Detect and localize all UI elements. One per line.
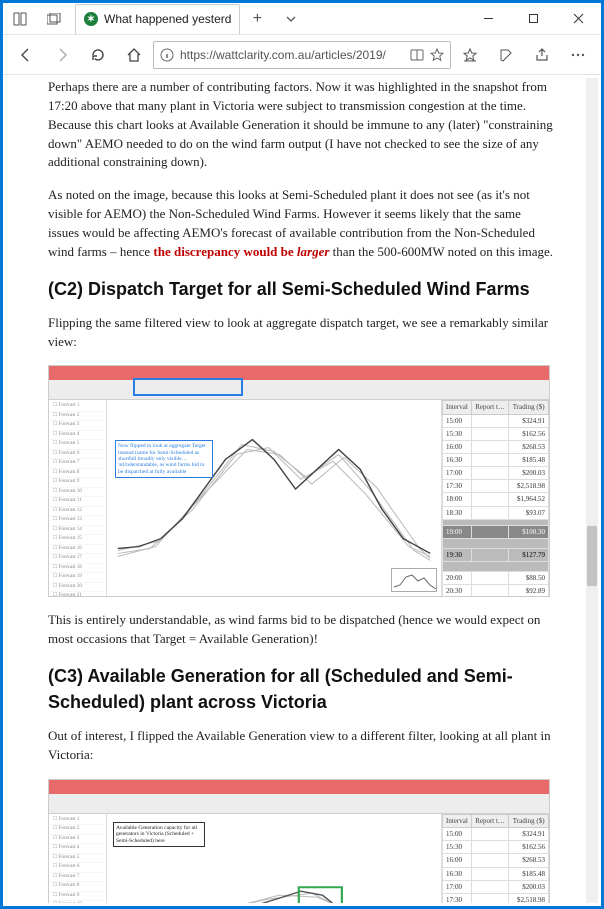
browser-titlebar: ✶ What happened yesterd + (3, 3, 601, 35)
heading-c2: (C2) Dispatch Target for all Semi-Schedu… (48, 276, 554, 302)
share-icon[interactable] (525, 38, 559, 72)
browser-toolbar: https://wattclarity.com.au/articles/2019… (3, 35, 601, 75)
figure-c3-screenshot: ☐ Forecast 1☐ Forecast 2☐ Forecast 3☐ Fo… (48, 779, 550, 903)
figure-c2-screenshot: ☐ Forecast 1☐ Forecast 2☐ Forecast 3☐ Fo… (48, 365, 550, 597)
more-menu-icon[interactable] (561, 38, 595, 72)
tab-scroll-icon[interactable] (274, 4, 308, 34)
home-button[interactable] (117, 38, 151, 72)
refresh-button[interactable] (81, 38, 115, 72)
new-tab-button[interactable]: + (240, 4, 274, 34)
url-text: https://wattclarity.com.au/articles/2019… (180, 48, 404, 62)
paragraph: This is entirely understandable, as wind… (48, 611, 554, 649)
site-info-icon[interactable] (160, 48, 174, 62)
tab-favicon-icon: ✶ (84, 12, 98, 26)
text-emphasis: the discrepancy would be (153, 244, 297, 259)
paragraph: Perhaps there are a number of contributi… (48, 78, 554, 172)
tab-title: What happened yesterd (104, 12, 231, 26)
text-emphasis: larger (297, 244, 330, 259)
scrollbar-track[interactable] (586, 78, 598, 903)
forward-button[interactable] (45, 38, 79, 72)
paragraph: As noted on the image, because this look… (48, 186, 554, 261)
text: than the 500-600MW noted on this image. (329, 244, 553, 259)
chart-svg (107, 400, 441, 596)
tabs-aside-icon[interactable] (3, 4, 37, 34)
browser-tab[interactable]: ✶ What happened yesterd (75, 4, 240, 34)
maximize-button[interactable] (511, 4, 556, 34)
blue-highlight-box (133, 378, 243, 396)
price-table: IntervalReport t…Trading ($)15:00$324.91… (442, 400, 549, 597)
mini-chart (391, 568, 437, 592)
favorite-star-icon[interactable] (430, 48, 444, 62)
back-button[interactable] (9, 38, 43, 72)
scrollbar-thumb[interactable] (587, 526, 597, 586)
minimize-button[interactable] (466, 4, 511, 34)
callout-black: Available Generation capacity for all ge… (113, 822, 205, 847)
tab-preview-icon[interactable] (37, 4, 71, 34)
reading-view-icon[interactable] (410, 48, 424, 62)
paragraph: Flipping the same filtered view to look … (48, 314, 554, 352)
favorites-hub-icon[interactable] (453, 38, 487, 72)
close-button[interactable] (556, 4, 601, 34)
article-body: Perhaps there are a number of contributi… (6, 78, 586, 903)
paragraph: Out of interest, I flipped the Available… (48, 727, 554, 765)
address-bar[interactable]: https://wattclarity.com.au/articles/2019… (153, 41, 451, 69)
callout-blue: Now flipped to look at aggregate Target … (115, 440, 213, 478)
page-viewport: Perhaps there are a number of contributi… (6, 78, 586, 903)
heading-c3: (C3) Available Generation for all (Sched… (48, 663, 554, 715)
notes-icon[interactable] (489, 38, 523, 72)
price-table: IntervalReport t…Trading ($)15:00$324.91… (442, 814, 549, 903)
